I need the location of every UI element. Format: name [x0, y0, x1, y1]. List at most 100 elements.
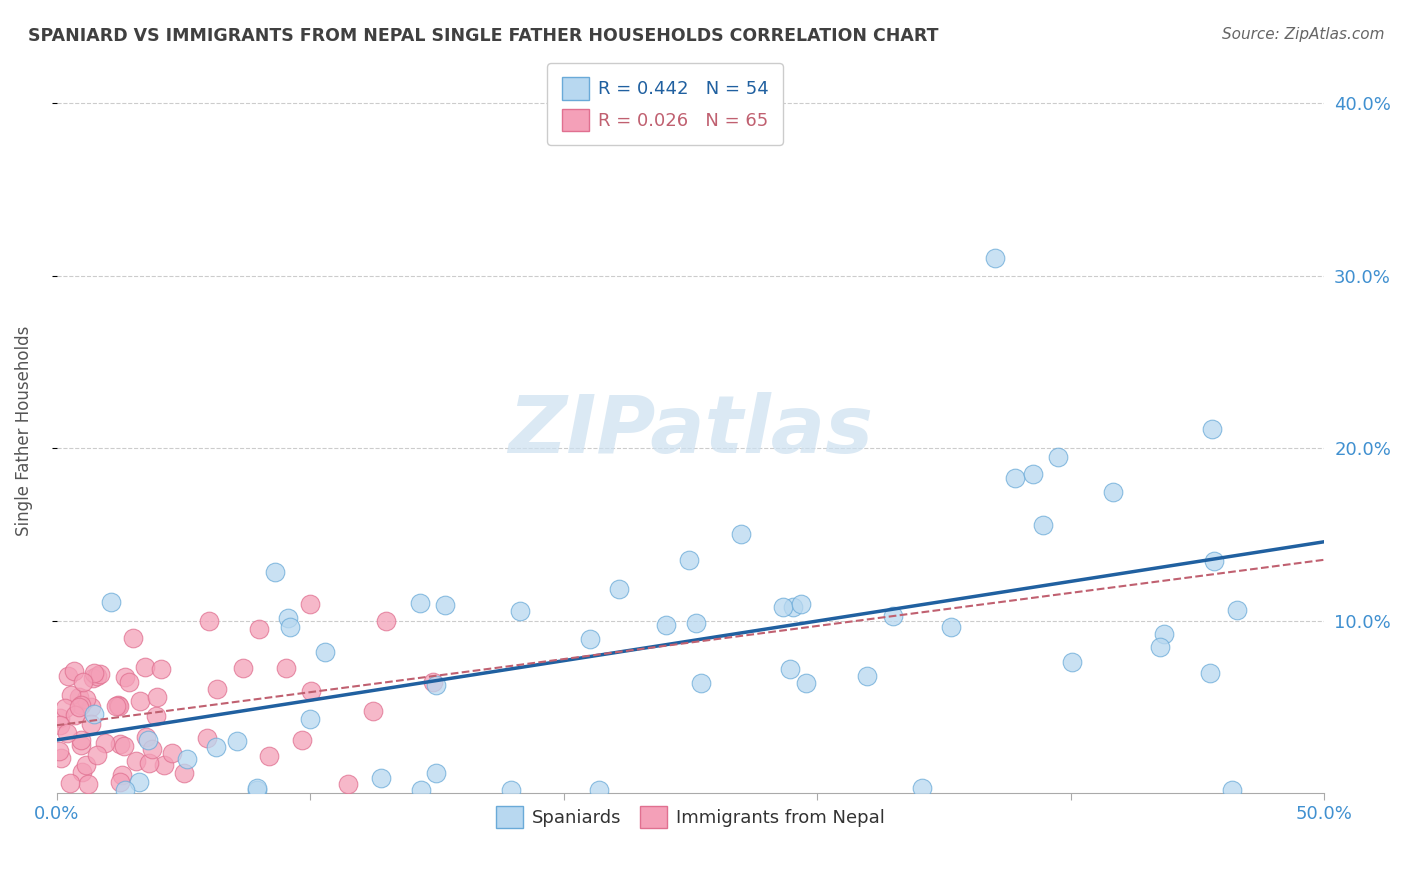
Legend: Spaniards, Immigrants from Nepal: Spaniards, Immigrants from Nepal — [489, 798, 891, 835]
Point — [110, 767, 132, 781]
Point — [49, 718, 72, 732]
Point — [375, 614, 398, 628]
Point — [1204, 553, 1226, 567]
Point — [135, 730, 157, 744]
Point — [205, 681, 228, 696]
Point — [246, 781, 269, 796]
Point — [361, 705, 384, 719]
Point — [205, 740, 228, 755]
Point — [730, 527, 752, 541]
Point — [114, 670, 136, 684]
Point — [425, 766, 447, 780]
Point — [298, 712, 321, 726]
Point — [108, 737, 131, 751]
Point — [509, 604, 531, 618]
Point — [1149, 640, 1171, 654]
Point — [409, 596, 432, 610]
Point — [939, 620, 962, 634]
Point — [772, 600, 794, 615]
Point — [149, 663, 172, 677]
Point — [72, 674, 94, 689]
Point — [1226, 603, 1249, 617]
Point — [112, 739, 135, 754]
Point — [779, 662, 801, 676]
Point — [49, 711, 72, 725]
Point — [160, 746, 183, 760]
Point — [114, 783, 136, 797]
Point — [984, 252, 1007, 266]
Point — [125, 754, 148, 768]
Point — [51, 750, 73, 764]
Point — [105, 699, 128, 714]
Y-axis label: Single Father Households: Single Father Households — [15, 326, 32, 536]
Point — [911, 780, 934, 795]
Point — [107, 698, 129, 712]
Point — [197, 614, 219, 628]
Point — [678, 553, 700, 567]
Point — [1220, 783, 1243, 797]
Point — [173, 766, 195, 780]
Point — [138, 756, 160, 771]
Point — [176, 752, 198, 766]
Point — [75, 691, 97, 706]
Point — [232, 661, 254, 675]
Point — [249, 623, 271, 637]
Point — [146, 690, 169, 705]
Point — [83, 706, 105, 721]
Point — [129, 694, 152, 708]
Text: ZIPatlas: ZIPatlas — [508, 392, 873, 470]
Point — [121, 631, 143, 645]
Point — [62, 664, 84, 678]
Point — [141, 742, 163, 756]
Point — [246, 783, 269, 797]
Point — [425, 678, 447, 692]
Point — [70, 698, 93, 713]
Point — [1153, 626, 1175, 640]
Point — [110, 774, 132, 789]
Point — [48, 744, 70, 758]
Point — [93, 735, 115, 749]
Point — [75, 758, 97, 772]
Point — [134, 660, 156, 674]
Point — [136, 733, 159, 747]
Point — [422, 675, 444, 690]
Point — [153, 758, 176, 772]
Point — [690, 676, 713, 690]
Point — [654, 618, 676, 632]
Point — [226, 733, 249, 747]
Point — [790, 598, 813, 612]
Point — [578, 632, 600, 646]
Point — [56, 726, 79, 740]
Point — [89, 667, 111, 681]
Point — [59, 688, 82, 702]
Point — [1201, 422, 1223, 436]
Point — [1060, 656, 1083, 670]
Point — [257, 749, 280, 764]
Point — [197, 731, 219, 746]
Point — [263, 565, 285, 579]
Point — [1047, 450, 1070, 464]
Point — [59, 776, 82, 790]
Point — [1101, 484, 1123, 499]
Point — [80, 717, 103, 731]
Point — [82, 671, 104, 685]
Text: Source: ZipAtlas.com: Source: ZipAtlas.com — [1222, 27, 1385, 42]
Point — [128, 774, 150, 789]
Point — [882, 609, 904, 624]
Point — [53, 701, 76, 715]
Point — [336, 776, 359, 790]
Point — [86, 748, 108, 763]
Point — [411, 783, 433, 797]
Point — [782, 600, 804, 615]
Point — [1004, 471, 1026, 485]
Point — [1032, 517, 1054, 532]
Point — [794, 676, 817, 690]
Point — [67, 690, 90, 704]
Text: SPANIARD VS IMMIGRANTS FROM NEPAL SINGLE FATHER HOUSEHOLDS CORRELATION CHART: SPANIARD VS IMMIGRANTS FROM NEPAL SINGLE… — [28, 27, 939, 45]
Point — [1199, 665, 1222, 680]
Point — [145, 709, 167, 723]
Point — [277, 610, 299, 624]
Point — [685, 616, 707, 631]
Point — [69, 733, 91, 747]
Point — [314, 645, 336, 659]
